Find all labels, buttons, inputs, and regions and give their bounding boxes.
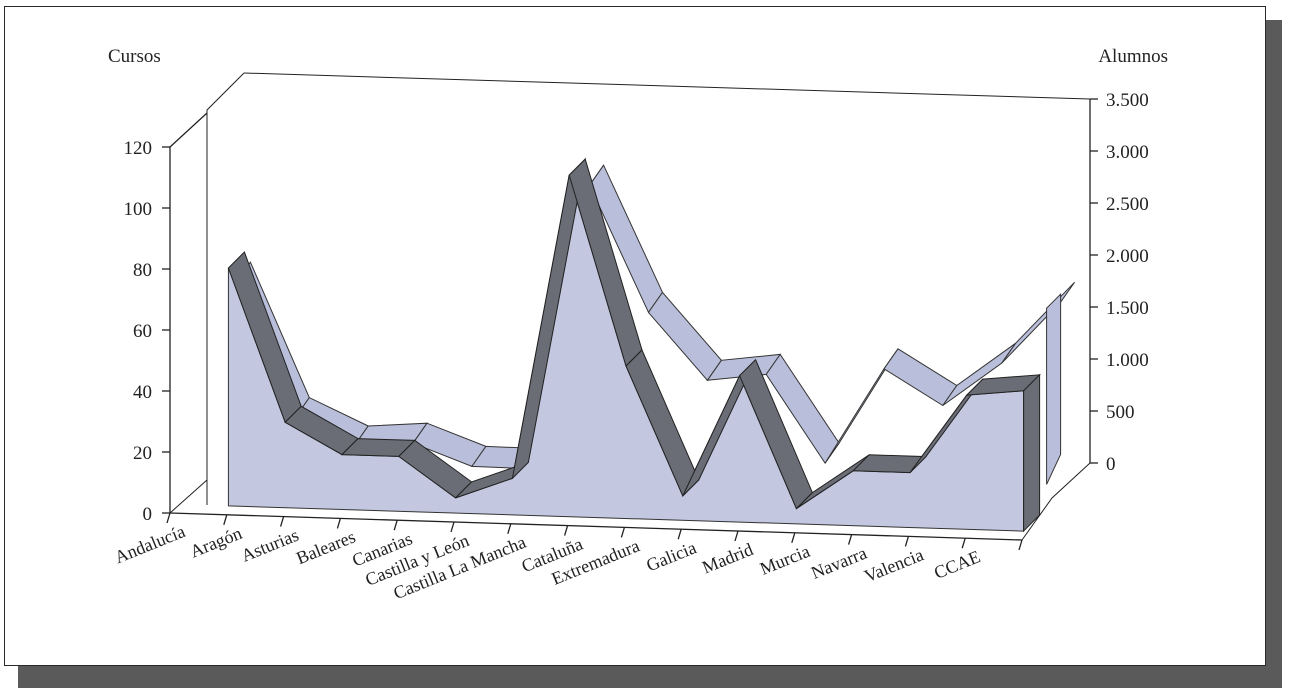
back-wall-left-edge [206,72,245,505]
series-cursos-end-cap [1023,373,1041,533]
category-label: Murcia [757,541,813,579]
category-label: Valencia [861,544,926,586]
right-axis-title: Alumnos [1098,46,1168,67]
category-label: Madrid [699,539,756,577]
left-axis-tick-label: 40 [133,382,152,403]
right-axis-tick-label: 3.500 [1106,90,1149,111]
category-axis-tick [620,527,626,538]
right-axis-tick-label: 2.000 [1106,246,1149,267]
left-axis-tick-label: 100 [124,199,153,220]
category-axis-tick [223,514,228,525]
category-axis-tick [507,523,512,534]
category-label: Asturias [238,525,301,566]
left-axis-tick-label: 120 [124,138,153,159]
category-label: Galicia [643,537,699,575]
series-alumnos-end-cap [1046,292,1062,485]
left-axis-tick-label: 60 [133,321,152,342]
category-axis-line [169,512,1023,541]
right-axis-tick-label: 0 [1106,454,1116,475]
category-axis-tick [336,518,342,529]
floor-left-edge [169,479,208,514]
category-axis-tick [393,520,398,531]
category-axis-tick [166,512,171,524]
category-label: Aragón [187,523,245,562]
category-axis-tick [791,532,796,543]
category-axis-tick [847,534,853,545]
category-label: Navarra [808,543,869,583]
category-axis-tick [677,529,682,540]
series-layer [227,157,1076,533]
category-label: CCAE [931,546,983,583]
category-label: Andalucía [112,521,188,567]
left-axis-tick-label: 0 [143,504,153,525]
category-axis-tick [450,521,455,533]
right-axis-tick-label: 1.500 [1106,298,1149,319]
left-axis-title: Cursos [108,46,161,67]
right-axis-tick-label: 500 [1106,402,1135,423]
category-axis-tick [1018,539,1023,551]
back-wall-top-edge [243,72,1091,100]
left-axis-tick-label: 80 [133,260,152,281]
category-axis-tick [961,538,966,549]
right-axis-tick-label: 2.500 [1106,194,1149,215]
right-axis-tick-label: 1.000 [1106,350,1149,371]
floor-right-edge [1021,462,1091,541]
category-axis-tick [904,536,910,547]
left-axis-top-edge [169,112,208,148]
back-panels [169,72,1091,541]
category-label: Baleares [293,526,358,568]
right-axis-tick-label: 3.000 [1106,142,1149,163]
left-axis-tick-label: 20 [133,443,152,464]
category-axis-tick [563,525,569,536]
category-axis-tick [279,516,285,527]
category-axis-tick [734,530,739,542]
series-alumnos-area [236,185,1061,504]
